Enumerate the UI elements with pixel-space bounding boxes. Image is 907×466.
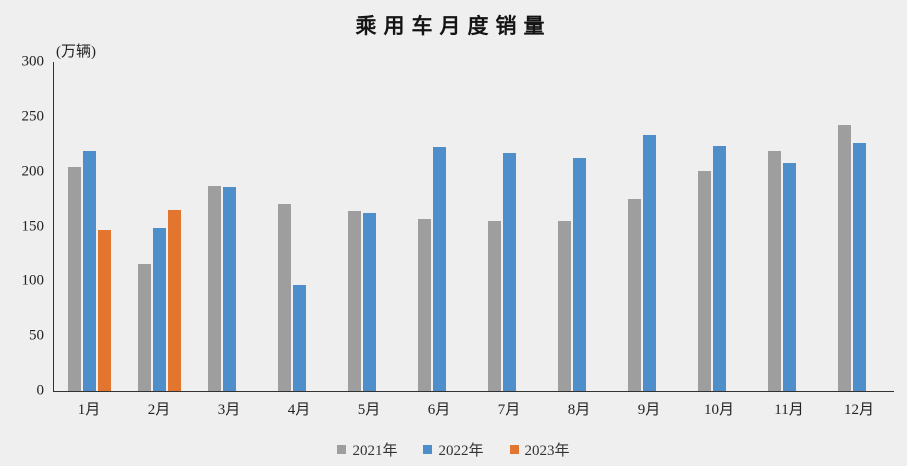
x-tick-label: 6月 (427, 402, 451, 418)
bar-2022年-6月 (432, 147, 446, 391)
x-tick-label: 7月 (497, 402, 521, 418)
bar-2022年-11月 (782, 163, 796, 391)
bar-2021年-7月 (487, 220, 501, 391)
x-tick-label: 10月 (703, 402, 734, 418)
bar-2022年-5月 (362, 213, 376, 391)
bar-2021年-8月 (557, 220, 571, 391)
y-tick-label: 200 (21, 163, 45, 180)
x-tick-label: 8月 (567, 402, 591, 418)
bar-2022年-12月 (852, 142, 866, 391)
bar-group-3月: 3月 (194, 62, 264, 418)
y-axis-unit-label: (万辆) (56, 44, 96, 60)
bar-2022年-1月 (82, 151, 96, 391)
bar-group-8月: 8月 (544, 62, 614, 418)
bar-group-10月: 10月 (684, 62, 754, 418)
bar-2021年-11月 (767, 150, 781, 391)
bar-2022年-8月 (572, 157, 586, 391)
x-tick-label: 2月 (147, 402, 171, 418)
bar-group-6月: 6月 (404, 62, 474, 418)
bar-group-7月: 7月 (474, 62, 544, 418)
x-tick-label: 11月 (774, 402, 804, 418)
legend-swatch-icon (423, 445, 433, 454)
y-tick-label: 150 (21, 218, 45, 234)
legend-item-2023年: 2023年 (509, 439, 570, 460)
x-tick-label: 9月 (637, 402, 661, 418)
bar-group-1月: 1月 (54, 62, 124, 418)
y-tick-label: 0 (36, 382, 45, 399)
legend-swatch-icon (509, 445, 519, 454)
bar-2022年-9月 (642, 135, 656, 391)
bar-2021年-9月 (627, 198, 641, 391)
bar-group-9月: 9月 (614, 62, 684, 418)
y-tick-label: 250 (21, 108, 45, 125)
x-tick-label: 5月 (357, 402, 381, 418)
y-tick-label: 50 (29, 327, 44, 344)
chart-title: 乘用车月度销量 (355, 14, 552, 38)
bar-2022年-4月 (292, 285, 306, 391)
legend-item-2022年: 2022年 (423, 439, 484, 460)
x-tick-label: 12月 (843, 402, 874, 418)
bar-2021年-12月 (837, 125, 851, 391)
bar-2023年-2月 (167, 209, 181, 391)
bar-group-11月: 11月 (754, 62, 824, 418)
legend-label: 2021年 (352, 443, 398, 459)
bar-group-2月: 2月 (124, 62, 194, 418)
bar-2022年-10月 (712, 146, 726, 391)
legend-swatch-icon (337, 445, 347, 454)
plot-area: 0 50 100 150 200 250 300 1月 2月 3月 4月 5月 6月 7月 8月 9月 10月 1… (22, 54, 894, 418)
x-tick-label: 4月 (287, 402, 311, 418)
bar-2021年-1月 (67, 166, 81, 391)
bar-2021年-2月 (137, 264, 151, 391)
bar-2021年-3月 (207, 185, 221, 391)
bar-2021年-6月 (417, 218, 431, 391)
x-tick-label: 3月 (217, 402, 241, 418)
legend-label: 2022年 (438, 443, 484, 459)
bar-2021年-5月 (347, 210, 361, 391)
bar-2021年-4月 (277, 204, 291, 391)
y-tick-label: 300 (21, 53, 45, 70)
bar-2021年-10月 (697, 170, 711, 391)
legend-item-2021年: 2021年 (337, 439, 397, 460)
x-tick-label: 1月 (77, 402, 101, 418)
bar-2022年-2月 (152, 227, 166, 391)
bar-2023年-1月 (97, 229, 111, 391)
bar-group-12月: 12月 (824, 62, 894, 418)
legend: 2021年 2022年 2023年 (0, 439, 907, 460)
y-tick-label: 100 (21, 272, 45, 289)
bar-group-4月: 4月 (264, 62, 334, 418)
legend-label: 2023年 (524, 443, 570, 459)
bar-2022年-7月 (502, 152, 516, 391)
bar-group-5月: 5月 (334, 62, 404, 418)
bar-2022年-3月 (222, 186, 236, 391)
